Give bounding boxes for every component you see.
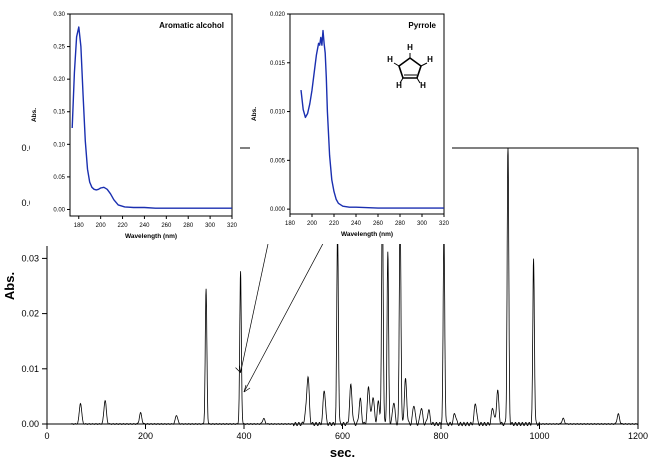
inset-x-tick-label: 260 [373, 221, 384, 227]
inset-y-tick-label: 0.10 [53, 142, 65, 148]
main-y-tick-label: 0.01 [21, 364, 39, 374]
pyrrole-ring [398, 57, 422, 79]
inset-y-tick-label: 0.00 [53, 207, 65, 213]
inset-x-tick-label: 320 [439, 221, 450, 227]
inset-background [250, 4, 452, 244]
main-x-tick-label: 600 [335, 431, 350, 441]
inset-x-tick-label: 280 [183, 223, 194, 229]
inset-title: Pyrrole [408, 21, 436, 30]
inset-y-tick-label: 0.005 [270, 158, 286, 164]
inset-y-tick-label: 0.015 [270, 61, 286, 67]
inset-y-tick-label: 0.15 [53, 110, 65, 116]
main-y-axis-label: Abs. [2, 272, 17, 300]
inset-spectrum-trace [71, 26, 232, 209]
inset-x-tick-label: 180 [74, 223, 85, 229]
pyrrole-h-bond [393, 62, 400, 67]
inset-y-tick-label: 0.000 [270, 207, 286, 213]
leader-lines [235, 235, 328, 393]
arrowhead [243, 384, 251, 393]
inset-y-axis-label: Abs. [251, 107, 258, 121]
leader-line-aromatic-alcohol [240, 243, 269, 373]
inset-y-tick-label: 0.05 [53, 175, 65, 181]
inset-x-tick-label: 220 [329, 221, 340, 227]
inset-pyrrole: 180 200 220 240 260 280 300 320 0.000 0.005 0.010 0… [250, 4, 452, 244]
inset-x-tick-label: 240 [351, 221, 362, 227]
inset-plot-frame [69, 13, 233, 217]
inset-x-tick-label: 240 [139, 223, 150, 229]
inset-x-tick-label: 280 [395, 221, 406, 227]
main-x-tick-label: 1200 [628, 431, 648, 441]
main-x-tick-label: 1000 [529, 431, 549, 441]
inset-x-tick-label: 180 [285, 221, 296, 227]
inset-x-tick-label: 320 [227, 223, 238, 229]
main-x-tick-label: 400 [236, 431, 251, 441]
chromatogram-trace [71, 147, 639, 427]
inset-background [30, 4, 240, 246]
inset-y-tick-label: 0.30 [53, 12, 65, 18]
inset-x-tick-label: 220 [118, 223, 129, 229]
pyrrole-h-atom: H [407, 43, 413, 52]
inset-title: Aromatic alcohol [159, 21, 224, 30]
inset-y-tick-label: 0.20 [53, 77, 65, 83]
pyrrole-h-atom: H [396, 81, 402, 90]
inset-y-tick-label: 0.020 [270, 12, 286, 18]
inset-x-tick-label: 300 [417, 221, 428, 227]
inset-aromatic-alcohol: 180 200 220 240 260 280 300 320 0.00 0.05 0.10 0.15… [30, 4, 240, 246]
main-y-tick-label: 0.00 [21, 419, 39, 429]
pyrrole-h-atom: H [387, 55, 393, 64]
inset-x-axis-label: Wavelength (nm) [341, 231, 393, 238]
inset-y-axis-label: Abs. [31, 108, 38, 122]
leader-line-pyrrole [243, 235, 328, 393]
pyrrole-h-bond [416, 77, 421, 84]
pyrrole-h-atom: H [420, 81, 426, 90]
inset-spectrum-trace [300, 29, 444, 209]
arrowhead [235, 365, 241, 373]
inset-y-tick-label: 0.25 [53, 45, 65, 51]
pyrrole-h-bond [420, 62, 428, 67]
main-x-axis-label: sec. [330, 445, 355, 460]
inset-x-tick-label: 200 [96, 223, 107, 229]
main-x-tick-label: 800 [433, 431, 448, 441]
pyrrole-h-bond [399, 77, 404, 84]
main-y-tick-label: 0.02 [21, 309, 39, 319]
main-x-tick-label: 0 [44, 431, 49, 441]
main-y-tick-label: 0.03 [21, 253, 39, 263]
inset-x-tick-label: 300 [205, 223, 216, 229]
main-x-tick-label: 200 [138, 431, 153, 441]
inset-x-tick-label: 200 [307, 221, 318, 227]
inset-plot-frame [289, 13, 445, 215]
inset-x-axis-label: Wavelength (nm) [125, 233, 177, 240]
inset-y-tick-label: 0.010 [270, 110, 286, 116]
pyrrole-h-atom: H [427, 55, 433, 64]
inset-x-tick-label: 260 [161, 223, 172, 229]
